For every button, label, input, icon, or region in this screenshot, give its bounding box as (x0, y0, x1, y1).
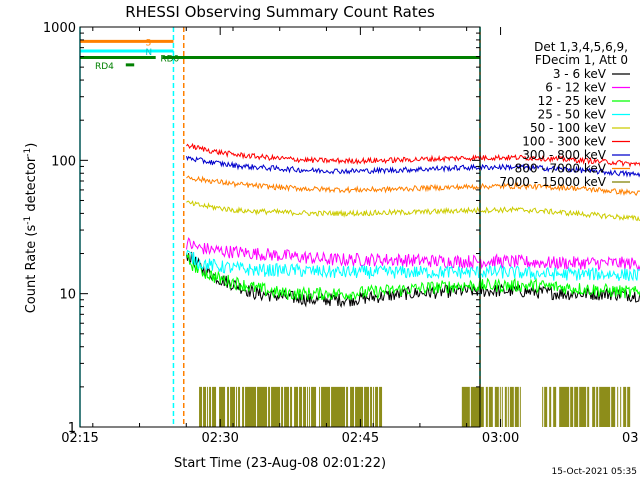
legend-label-6: 100 - 300 keV (522, 135, 606, 149)
series-line-6 (186, 142, 640, 168)
y-axis-label-end: ) (24, 143, 39, 148)
annotation-s: S (145, 38, 151, 48)
y-axis-label: Count Rate (s-1 detector-1) (23, 143, 39, 314)
series-line-7 (186, 155, 640, 178)
y-tick-label-3: 100 (51, 154, 76, 169)
legend-label-5: 50 - 100 keV (530, 121, 607, 135)
x-tick-label-2: 02:30 (201, 431, 238, 446)
y-tick-label-2: 10 (59, 288, 76, 303)
legend: Det 1,3,4,5,6,9, FDecim 1, Att 0 3 - 6 k… (499, 40, 630, 189)
noise-bars-2 (461, 386, 521, 427)
x-tick-label-1: 02:15 (61, 431, 98, 446)
series-line-1 (186, 251, 640, 308)
noise-bars-3 (542, 386, 631, 427)
series-line-3 (186, 253, 640, 301)
series-line-2 (186, 237, 640, 273)
legend-label-4: 25 - 50 keV (538, 108, 607, 122)
noise-bars-1 (199, 386, 383, 427)
legend-label-8: 800 - 7000 keV (515, 162, 607, 176)
legend-header-2: FDecim 1, Att 0 (535, 53, 628, 67)
y-axis-label-sup2: -1 (23, 148, 33, 157)
legend-label-1: 3 - 6 keV (553, 67, 607, 81)
legend-label-7: 300 - 800 keV (522, 148, 606, 162)
x-tick-label-4: 03:00 (482, 431, 519, 446)
plot-frame (79, 26, 481, 428)
annotation-rd4: RD4 (95, 62, 114, 72)
annotation-n: N (145, 48, 152, 58)
series-line-4 (186, 249, 640, 282)
x-tick-label-5: 03:15 (622, 431, 640, 446)
y-axis-label-mid: detector (24, 156, 39, 216)
y-tick-label-4: 1000 (43, 21, 76, 36)
footer-date: 15-Oct-2021 05:35 (552, 467, 637, 477)
annotation-rd0: RD0 (160, 55, 179, 65)
y-axis-label-sup1: -1 (23, 216, 33, 225)
legend-label-2: 6 - 12 keV (545, 81, 607, 95)
x-tick-label-3: 02:45 (342, 431, 379, 446)
series-line-8 (186, 175, 640, 197)
y-tick-label-1: 1 (68, 421, 76, 436)
legend-label-3: 12 - 25 keV (538, 94, 607, 108)
y-axis-label-main: Count Rate (s (24, 225, 39, 314)
x-axis-label: Start Time (23-Aug-08 02:01:22) (174, 456, 386, 471)
series-line-5 (186, 200, 640, 222)
legend-header-1: Det 1,3,4,5,6,9, (534, 40, 628, 54)
chart-title: RHESSI Observing Summary Count Rates (125, 3, 435, 21)
legend-label-9: 7000 - 15000 keV (499, 175, 606, 189)
